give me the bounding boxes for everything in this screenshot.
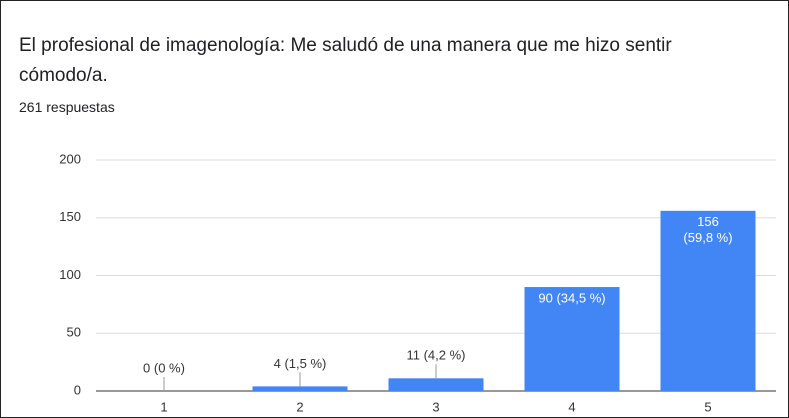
y-tick-label: 200: [59, 151, 81, 166]
y-tick-label: 50: [67, 325, 81, 340]
x-tick-label: 4: [568, 399, 575, 414]
data-label: 90 (34,5 %): [538, 290, 605, 305]
data-label: 156 (59,8 %): [683, 214, 732, 245]
y-tick-label: 0: [74, 382, 81, 397]
question-title: El profesional de imagenología: Me salud…: [19, 35, 672, 86]
bar: [660, 210, 756, 391]
x-tick-label: 2: [296, 399, 303, 414]
x-tick-label: 5: [704, 399, 711, 414]
y-tick-label: 100: [59, 267, 81, 282]
data-label: 4 (1,5 %): [274, 356, 327, 371]
response-count: 261 respuestas: [19, 99, 115, 115]
bar: [524, 287, 620, 391]
data-label-line: (59,8 %): [683, 230, 732, 245]
x-tick-label: 3: [432, 399, 439, 414]
x-tick-label: 1: [160, 399, 167, 414]
bar: [252, 386, 348, 391]
data-label: 11 (4,2 %): [406, 348, 465, 363]
data-label-line: 156: [697, 214, 719, 229]
data-label: 0 (0 %): [143, 360, 185, 375]
y-tick-label: 150: [59, 209, 81, 224]
bar: [388, 378, 484, 391]
